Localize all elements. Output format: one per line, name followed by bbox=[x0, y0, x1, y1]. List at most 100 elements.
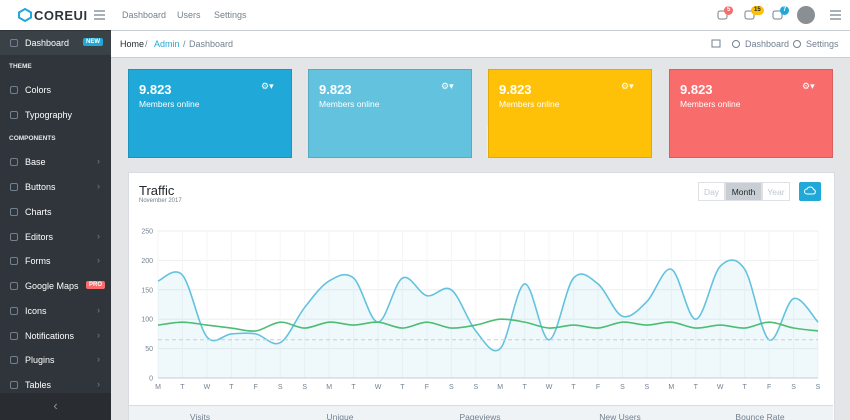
aside-toggle[interactable] bbox=[830, 10, 841, 20]
x-tick-label: M bbox=[155, 384, 161, 391]
series-line bbox=[157, 318, 819, 332]
sidebar-link[interactable]: Icons bbox=[25, 306, 47, 316]
sidebar-icon bbox=[10, 86, 18, 94]
x-tick-label: W bbox=[204, 384, 211, 391]
sidebar-icon bbox=[10, 381, 18, 389]
menu-toggle[interactable] bbox=[94, 10, 105, 20]
sidebar-link[interactable]: Editors bbox=[25, 232, 54, 242]
card-menu[interactable]: ⚙▾ bbox=[802, 81, 815, 91]
download-button[interactable] bbox=[799, 182, 821, 201]
x-tick-label: F bbox=[425, 384, 429, 391]
breadcrumb-action[interactable]: Dashboard bbox=[745, 39, 790, 49]
x-tick-label: S bbox=[449, 384, 454, 391]
nav-link[interactable]: Settings bbox=[214, 10, 247, 20]
sidebar-link[interactable]: Tables bbox=[25, 380, 52, 390]
stat-label: Members online bbox=[139, 99, 200, 109]
range-button[interactable]: Day bbox=[698, 182, 725, 201]
y-tick-label: 250 bbox=[141, 229, 153, 236]
sidebar-link[interactable]: Charts bbox=[25, 207, 52, 217]
sidebar-link[interactable]: Dashboard bbox=[25, 38, 70, 48]
x-tick-label: W bbox=[717, 384, 724, 391]
sidebar-icon bbox=[10, 282, 18, 290]
header-icon bbox=[744, 10, 755, 20]
series-line bbox=[157, 259, 819, 352]
x-tick-label: T bbox=[180, 384, 185, 391]
x-tick-label: S bbox=[278, 384, 283, 391]
brand[interactable]: COREUI bbox=[34, 8, 88, 23]
sidebar-link[interactable]: Notifications bbox=[25, 331, 75, 341]
x-tick-label: F bbox=[596, 384, 600, 391]
breadcrumb-sep: / bbox=[183, 39, 186, 49]
stat-label: Members online bbox=[319, 99, 380, 109]
stat-card bbox=[308, 69, 472, 158]
sidebar-icon bbox=[10, 208, 18, 216]
x-tick-label: T bbox=[694, 384, 699, 391]
footer-label: New Users bbox=[599, 412, 641, 420]
x-tick-label: M bbox=[668, 384, 674, 391]
sidebar-icon bbox=[10, 307, 18, 315]
chart-subtitle: November 2017 bbox=[139, 198, 182, 204]
sidebar-icon bbox=[10, 158, 18, 166]
sidebar-chevron: › bbox=[97, 330, 100, 340]
x-tick-label: T bbox=[743, 384, 748, 391]
y-tick-label: 50 bbox=[145, 346, 153, 353]
stat-label: Members online bbox=[680, 99, 741, 109]
nav-link[interactable]: Dashboard bbox=[122, 10, 167, 20]
y-tick-label: 0 bbox=[149, 376, 153, 383]
nav-link[interactable]: Users bbox=[177, 10, 201, 20]
x-tick-label: T bbox=[400, 384, 405, 391]
sidebar-chevron: › bbox=[97, 231, 100, 241]
y-tick-label: 150 bbox=[141, 287, 153, 294]
sidebar-chevron: › bbox=[97, 305, 100, 315]
x-tick-label: W bbox=[375, 384, 382, 391]
x-tick-label: T bbox=[229, 384, 234, 391]
sidebar-link[interactable]: Plugins bbox=[25, 355, 55, 365]
sidebar-link[interactable]: Buttons bbox=[25, 182, 56, 192]
stat-value: 9.823 bbox=[680, 82, 713, 97]
sidebar-icon bbox=[10, 332, 18, 340]
breadcrumb-bar bbox=[111, 31, 850, 58]
breadcrumb-item[interactable]: Home bbox=[120, 39, 145, 49]
footer-label: Bounce Rate bbox=[735, 412, 785, 420]
range-button[interactable]: Month bbox=[725, 182, 762, 201]
sidebar-link[interactable]: Forms bbox=[25, 256, 51, 266]
header-icon bbox=[772, 10, 783, 20]
sidebar-link[interactable]: Colors bbox=[25, 85, 52, 95]
sidebar-icon bbox=[10, 356, 18, 364]
card-menu[interactable]: ⚙▾ bbox=[621, 81, 634, 91]
footer-label: Unique bbox=[326, 412, 354, 420]
action-icon bbox=[793, 40, 801, 48]
sidebar-link[interactable]: Google Maps bbox=[25, 281, 79, 291]
card-menu[interactable]: ⚙▾ bbox=[441, 81, 454, 91]
stat-card bbox=[488, 69, 652, 158]
header-badge: 7 bbox=[780, 6, 790, 15]
range-button[interactable]: Year bbox=[762, 182, 790, 201]
x-tick-label: T bbox=[571, 384, 576, 391]
avatar[interactable] bbox=[797, 6, 815, 24]
y-tick-label: 200 bbox=[141, 258, 153, 265]
sidebar-minimizer[interactable]: ‹ bbox=[0, 393, 111, 420]
header bbox=[0, 0, 850, 31]
card-menu[interactable]: ⚙▾ bbox=[261, 81, 274, 91]
sidebar-icon bbox=[10, 111, 18, 119]
x-tick-label: S bbox=[620, 384, 625, 391]
sidebar-badge: PRO bbox=[86, 281, 106, 289]
stat-value: 9.823 bbox=[499, 82, 532, 97]
sidebar-icon bbox=[10, 183, 18, 191]
sidebar-icon bbox=[10, 39, 18, 47]
brand-logo bbox=[18, 8, 32, 22]
sidebar-link[interactable]: Typography bbox=[25, 110, 73, 120]
x-tick-label: T bbox=[523, 384, 528, 391]
sidebar-link[interactable]: Base bbox=[25, 157, 46, 167]
sidebar-chevron: › bbox=[97, 156, 100, 166]
sidebar-icon bbox=[10, 233, 18, 241]
header-icon bbox=[717, 10, 728, 20]
sidebar-chevron: › bbox=[97, 354, 100, 364]
sidebar-icon bbox=[10, 257, 18, 265]
breadcrumb-action[interactable]: Settings bbox=[806, 39, 839, 49]
x-tick-label: S bbox=[302, 384, 307, 391]
traffic-card bbox=[128, 172, 835, 420]
breadcrumb-item[interactable]: Admin bbox=[154, 39, 180, 49]
action-icon bbox=[732, 40, 740, 48]
